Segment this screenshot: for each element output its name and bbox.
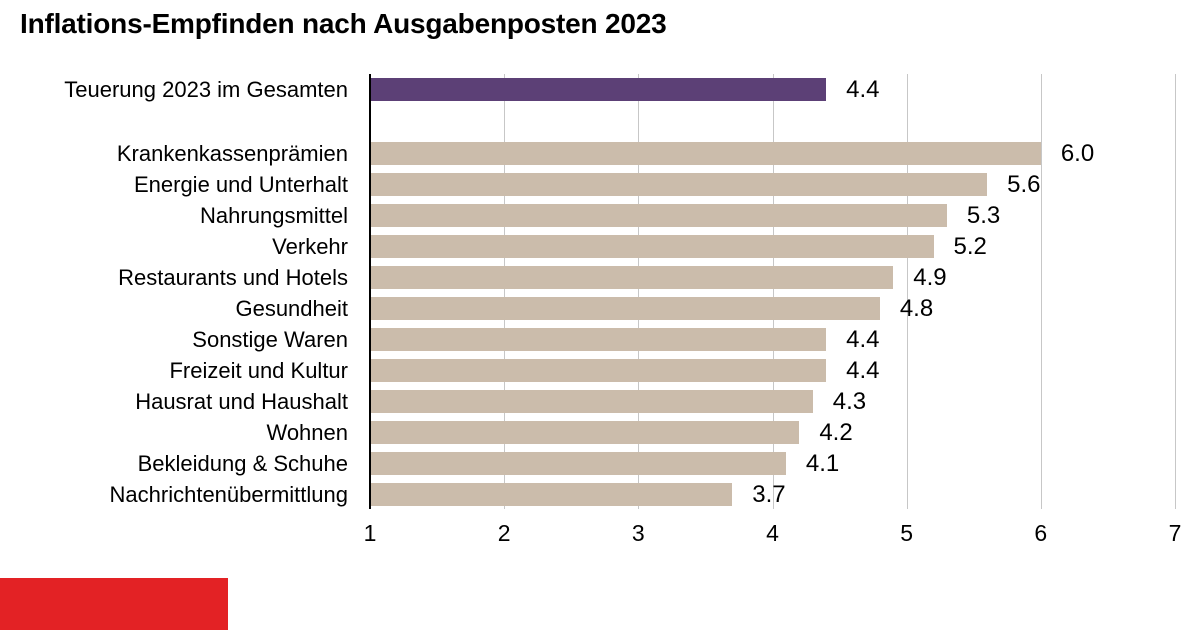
bar-track: 4.4 <box>370 356 1175 384</box>
gridline <box>1175 74 1176 509</box>
bar-track: 6.0 <box>370 139 1175 167</box>
value-label: 4.4 <box>846 325 880 353</box>
bar <box>370 235 934 258</box>
category-label: Nachrichtenübermittlung <box>109 481 348 507</box>
x-axis: 1 2 3 4 5 6 7 <box>364 512 1182 546</box>
bar-row: Nachrichtenübermittlung 3.7 <box>0 479 1175 510</box>
bar-track: 4.9 <box>370 263 1175 291</box>
chart-title: Inflations-Empfinden nach Ausgabenposten… <box>20 8 667 39</box>
bar-row: Krankenkassenprämien 6.0 <box>0 138 1175 169</box>
bar-rows: Teuerung 2023 im Gesamten 4.4 Krankenkasse… <box>0 74 1175 510</box>
bar-row: Sonstige Waren 4.4 <box>0 324 1175 355</box>
gridline <box>772 74 774 509</box>
x-axis-tick-label: 1 <box>363 520 377 546</box>
bar <box>370 390 813 413</box>
x-axis-tick-label: 6 <box>1034 520 1048 546</box>
category-label: Restaurants und Hotels <box>118 264 348 290</box>
x-axis-tick-label: 7 <box>1168 520 1182 546</box>
value-label: 4.4 <box>846 75 880 103</box>
value-label: 4.1 <box>805 449 840 477</box>
value-label: 5.2 <box>953 232 987 260</box>
value-label: 6.0 <box>1060 139 1095 167</box>
value-label: 3.7 <box>752 480 786 508</box>
bar-row: Teuerung 2023 im Gesamten 4.4 <box>0 74 1175 105</box>
category-label: Energie und Unterhalt <box>133 171 348 197</box>
bar <box>370 266 894 289</box>
bar <box>370 204 947 227</box>
bar-track: 4.1 <box>370 449 1175 477</box>
gridline <box>906 74 908 509</box>
bar-track: 5.6 <box>370 170 1175 198</box>
bar <box>370 359 827 382</box>
value-label: 4.2 <box>819 418 853 446</box>
category-label: Wohnen <box>266 419 348 445</box>
bar-row: Nahrungsmittel 5.3 <box>0 200 1175 231</box>
bar <box>370 328 827 351</box>
bar <box>370 483 733 506</box>
category-label: Bekleidung & Schuhe <box>137 450 348 476</box>
category-label: Nahrungsmittel <box>200 202 348 228</box>
bar-row: Freizeit und Kultur 4.4 <box>0 355 1175 386</box>
category-label: Teuerung 2023 im Gesamten <box>64 76 348 102</box>
y-axis-line <box>369 74 371 509</box>
bar <box>370 452 786 475</box>
bar-track: 4.3 <box>370 387 1175 415</box>
gridline <box>638 74 640 509</box>
bar-track: 3.7 <box>370 480 1175 508</box>
bar-track: 5.2 <box>370 232 1175 260</box>
value-label: 5.3 <box>966 201 1001 229</box>
bar <box>370 421 800 444</box>
x-axis-tick-label: 5 <box>900 520 914 546</box>
bar <box>370 297 880 320</box>
bar-row: Hausrat und Haushalt 4.3 <box>0 386 1175 417</box>
category-label: Sonstige Waren <box>192 326 348 352</box>
bar-track: 5.3 <box>370 201 1175 229</box>
value-label: 4.3 <box>832 387 867 415</box>
bar-track: 4.4 <box>370 75 1175 103</box>
bar-row: Energie und Unterhalt 5.6 <box>0 169 1175 200</box>
bar-chart: Teuerung 2023 im Gesamten 4.4 Krankenkasse… <box>0 74 1176 510</box>
gridlines <box>370 74 1176 509</box>
red-logo-block <box>0 578 228 630</box>
category-label: Freizeit und Kultur <box>169 357 348 383</box>
category-label: Krankenkassenprämien <box>116 140 348 166</box>
gridline <box>504 74 506 509</box>
bar-row: Wohnen 4.2 <box>0 417 1175 448</box>
x-axis-tick-label: 4 <box>766 520 779 546</box>
bar-row: Verkehr 5.2 <box>0 231 1175 262</box>
bar-track: 4.2 <box>370 418 1175 446</box>
value-label: 4.9 <box>913 263 947 291</box>
category-label: Verkehr <box>272 233 348 259</box>
gridline <box>1040 74 1042 509</box>
x-axis-tick-label: 3 <box>631 520 645 546</box>
bar <box>370 173 988 196</box>
bar-row: Restaurants und Hotels 4.9 <box>0 262 1175 293</box>
bar-row: Bekleidung & Schuhe 4.1 <box>0 448 1175 479</box>
bar-track: 4.8 <box>370 294 1175 322</box>
value-label: 4.4 <box>846 356 880 384</box>
category-label: Hausrat und Haushalt <box>135 388 348 414</box>
value-label: 4.8 <box>899 294 934 322</box>
x-axis-tick-label: 2 <box>497 520 511 546</box>
bar-track: 4.4 <box>370 325 1175 353</box>
bar <box>370 142 1041 165</box>
bar-row: Gesundheit 4.8 <box>0 293 1175 324</box>
category-label: Gesundheit <box>235 295 348 321</box>
highlight-bar <box>370 78 827 101</box>
value-label: 5.6 <box>1007 170 1041 198</box>
